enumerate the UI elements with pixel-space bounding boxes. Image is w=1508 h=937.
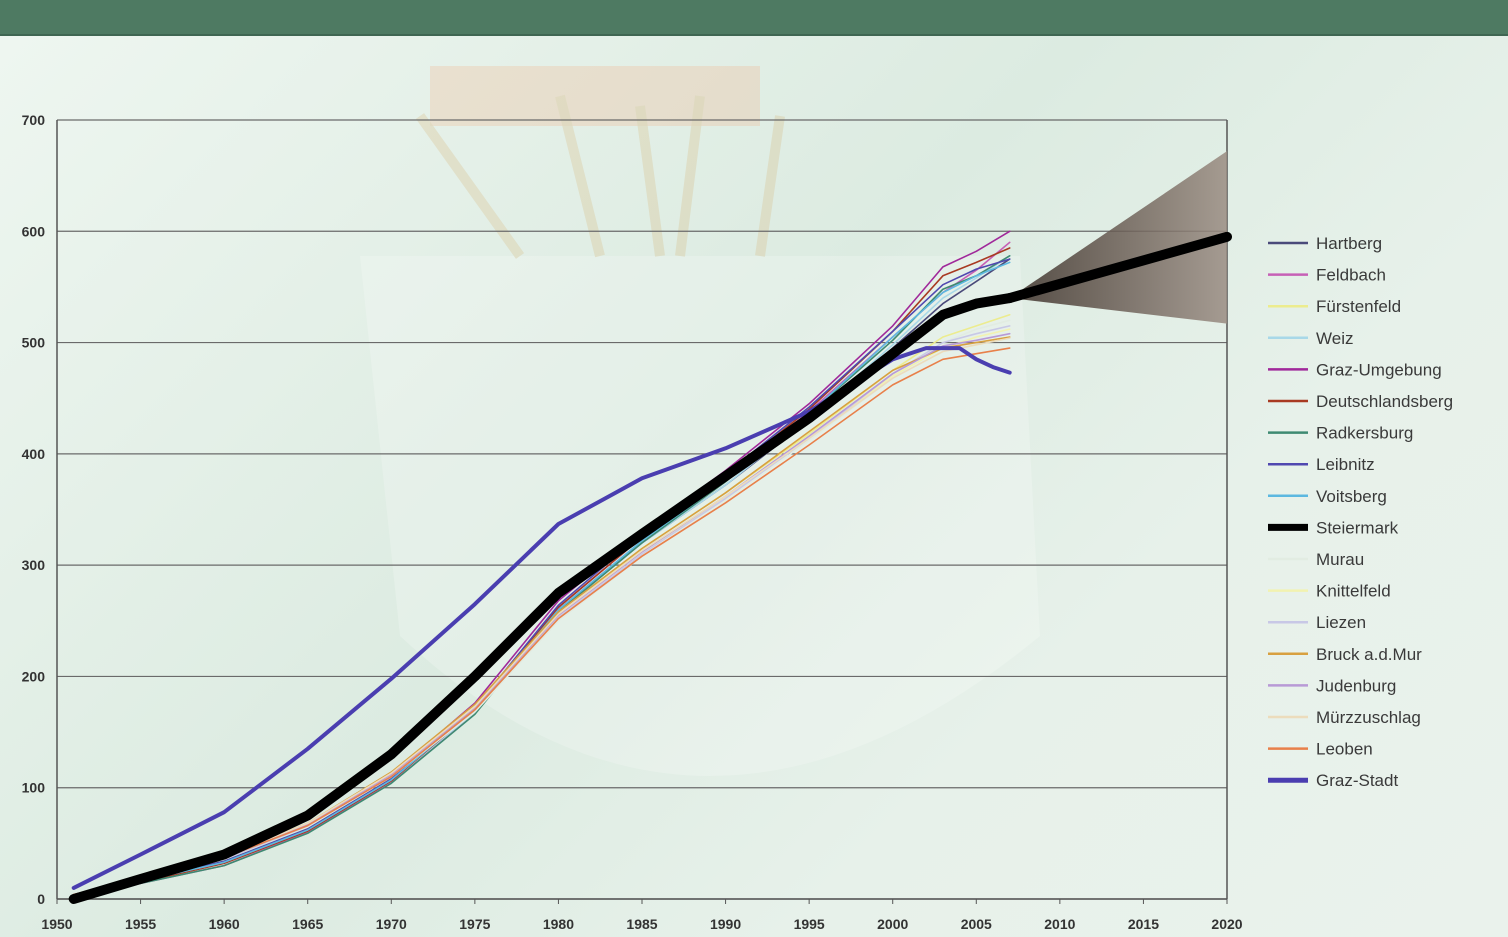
y-tick-label: 0 <box>37 891 45 907</box>
series-line-radkersburg <box>72 255 1011 898</box>
x-tick-label: 1965 <box>292 916 323 932</box>
legend-label: Feldbach <box>1316 266 1386 285</box>
x-tick-label: 2020 <box>1211 916 1242 932</box>
x-tick-label: 1995 <box>794 916 825 932</box>
legend-label: Judenburg <box>1316 676 1396 695</box>
line-chart: 0 100 200 300 400 500 600 700 1950 1955 1960 1965 19… <box>22 66 1453 932</box>
header-bar <box>0 0 1508 36</box>
y-tick-label: 500 <box>22 335 46 351</box>
x-tick-label: 1970 <box>376 916 407 932</box>
legend-label: Mürzzuschlag <box>1316 708 1421 727</box>
legend-label: Leoben <box>1316 740 1373 759</box>
x-tick-label: 1990 <box>710 916 741 932</box>
x-tick-label: 1980 <box>543 916 574 932</box>
x-tick-label: 2015 <box>1128 916 1159 932</box>
y-tick-label: 300 <box>22 557 46 573</box>
y-tick-label: 200 <box>22 668 46 684</box>
legend-label: Radkersburg <box>1316 424 1413 443</box>
x-tick-label: 1960 <box>209 916 240 932</box>
forecast-cone <box>1009 151 1227 324</box>
y-tick-label: 700 <box>22 112 46 128</box>
y-tick-label: 600 <box>22 223 46 239</box>
y-tick-label: 100 <box>22 780 46 796</box>
series-line-graz-stadt <box>71 346 1012 890</box>
legend-label: Bruck a.d.Mur <box>1316 645 1422 664</box>
legend-label: Murau <box>1316 550 1364 569</box>
x-tick-label: 1950 <box>41 916 72 932</box>
x-tick-label: 2005 <box>961 916 992 932</box>
x-tick-label: 1985 <box>626 916 657 932</box>
legend-label: Graz-Stadt <box>1316 771 1398 790</box>
coat-of-arms-watermark <box>360 66 1040 776</box>
legend-label: Weiz <box>1316 329 1353 348</box>
series-line-deutschlandsberg <box>72 247 1011 897</box>
legend-label: Liezen <box>1316 613 1366 632</box>
legend-label: Hartberg <box>1316 234 1382 253</box>
legend-label: Voitsberg <box>1316 487 1387 506</box>
legend-label: Knittelfeld <box>1316 582 1391 601</box>
series-line-voitsberg <box>72 261 1011 897</box>
chart-area: 0 100 200 300 400 500 600 700 1950 1955 1960 1965 19… <box>0 36 1508 937</box>
legend-label: Steiermark <box>1316 518 1399 537</box>
legend-label: Graz-Umgebung <box>1316 360 1442 379</box>
x-tick-label: 1975 <box>459 916 490 932</box>
x-tick-label: 1955 <box>125 916 156 932</box>
series-line-steiermark <box>68 293 1015 904</box>
y-tick-label: 400 <box>22 446 46 462</box>
legend-label: Deutschlandsberg <box>1316 392 1453 411</box>
x-tick-label: 2000 <box>877 916 908 932</box>
x-tick-label: 2010 <box>1044 916 1075 932</box>
legend-label: Leibnitz <box>1316 455 1375 474</box>
forecast-line-steiermark <box>1004 231 1232 304</box>
legend-label: Fürstenfeld <box>1316 297 1401 316</box>
